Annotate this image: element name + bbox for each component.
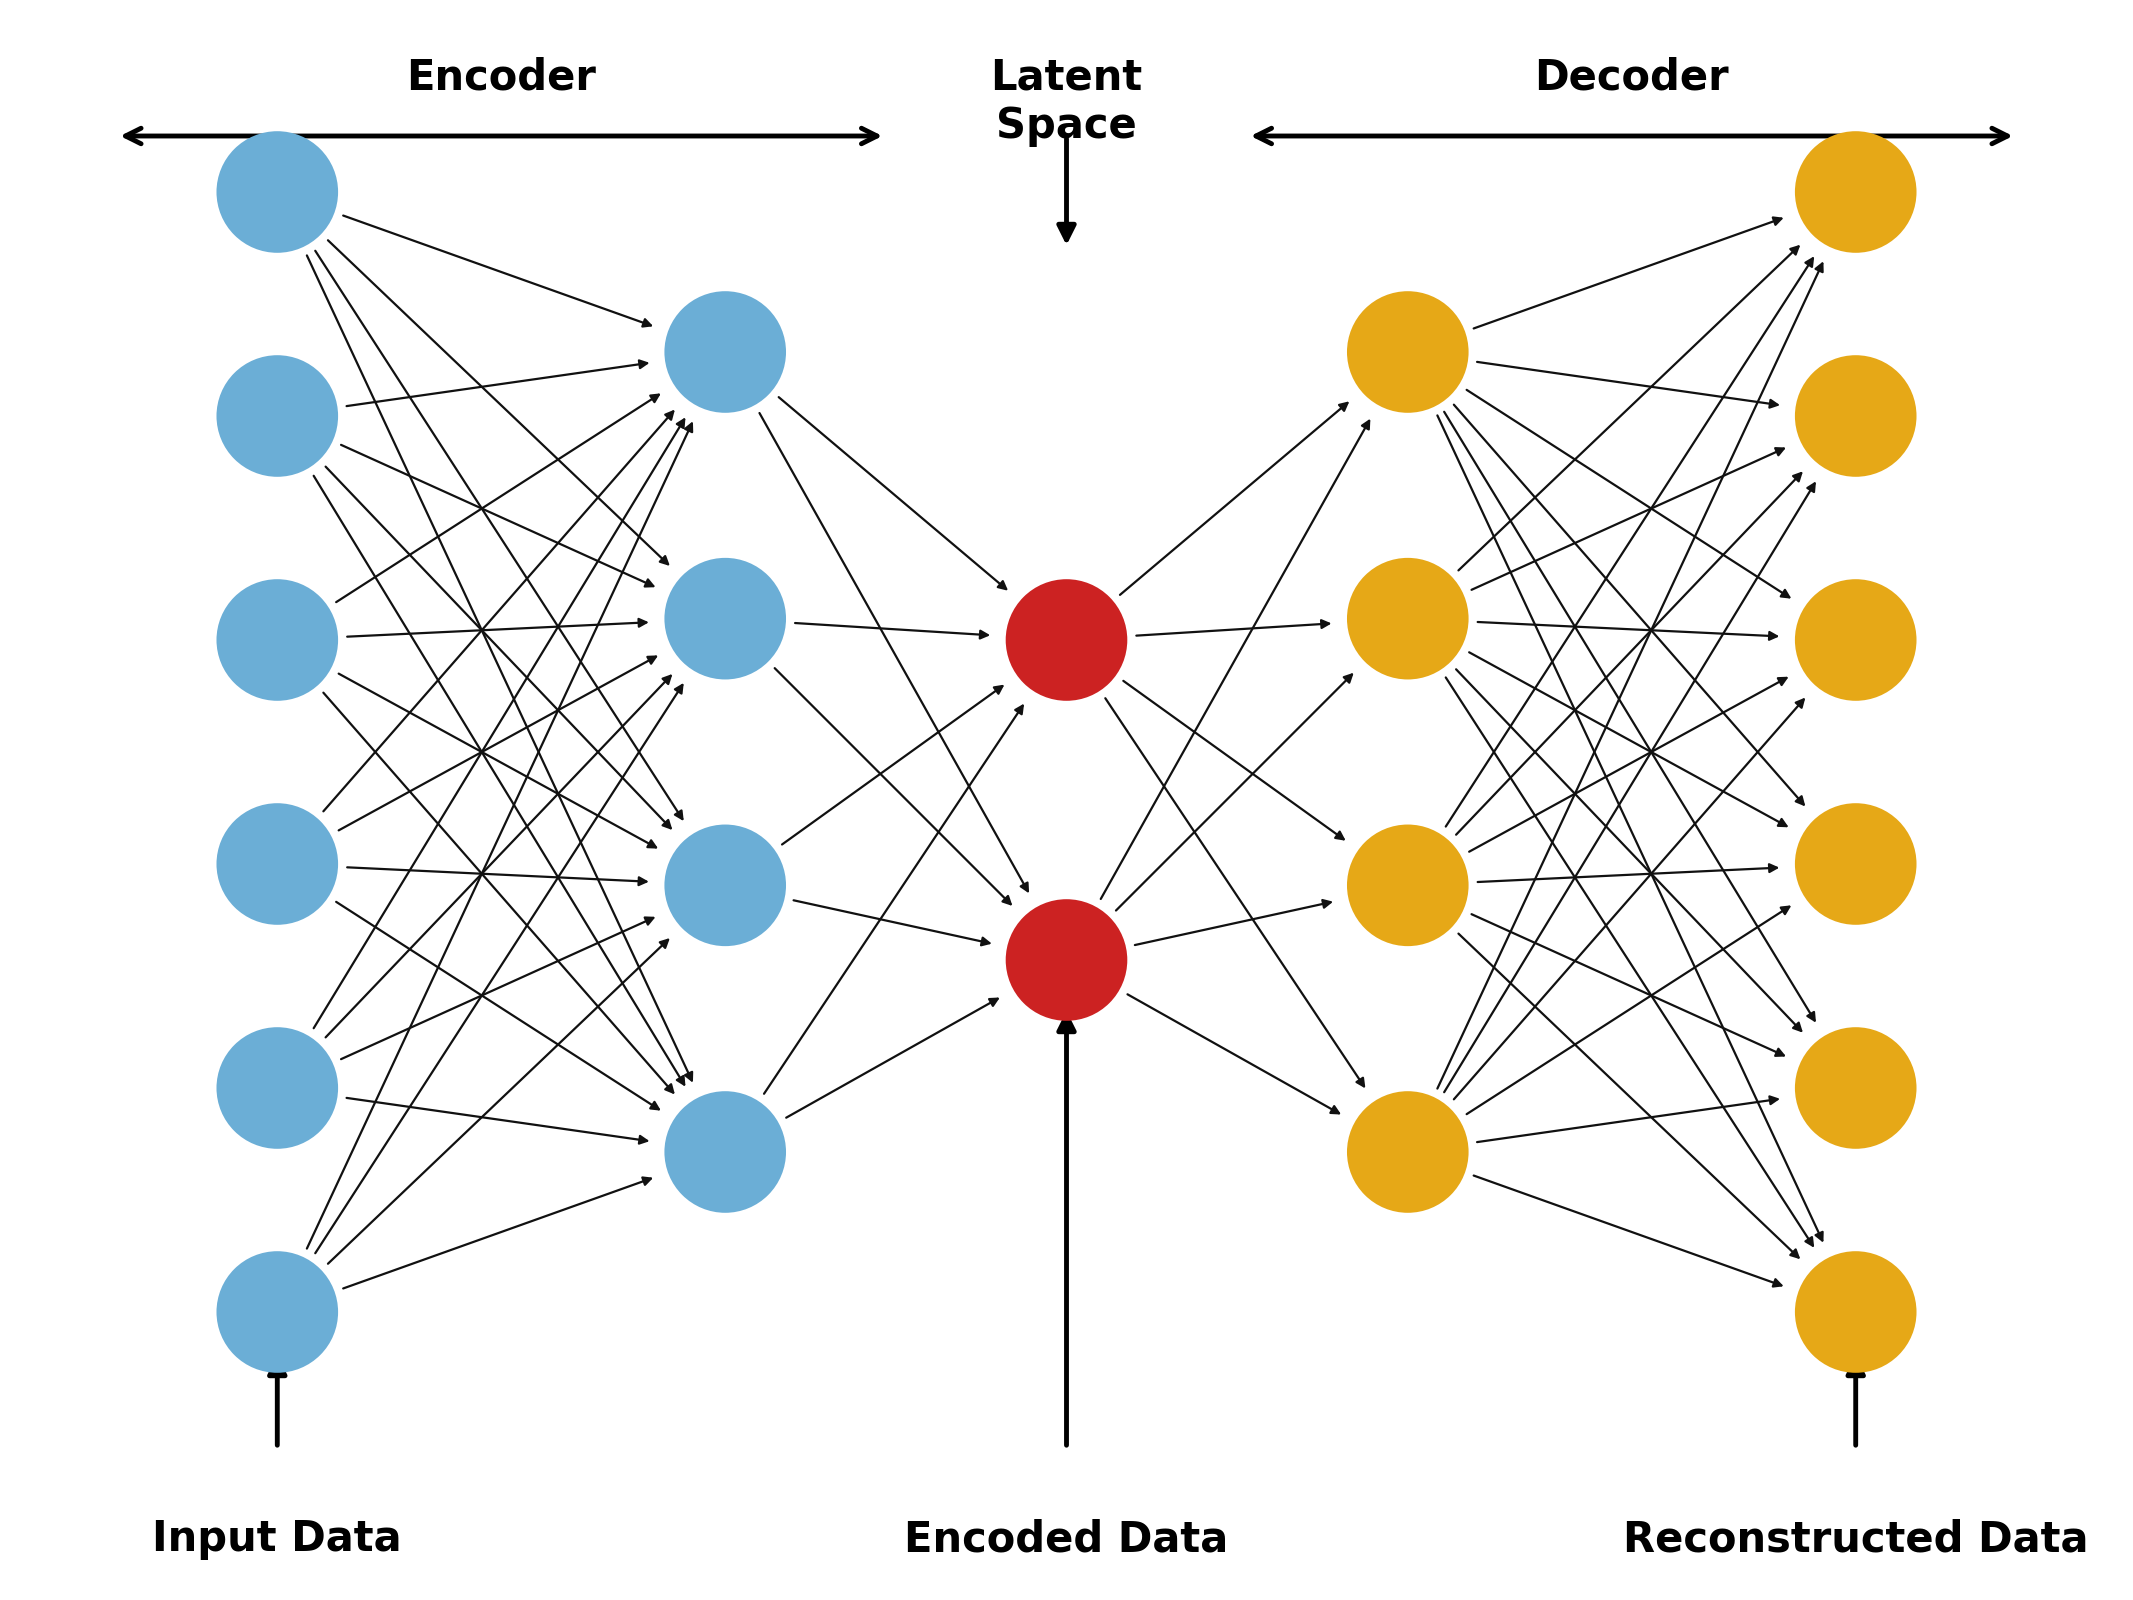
Ellipse shape: [1005, 899, 1128, 1021]
Text: Latent
Space: Latent Space: [990, 56, 1143, 147]
Ellipse shape: [663, 291, 787, 413]
Ellipse shape: [663, 558, 787, 680]
Ellipse shape: [215, 131, 339, 253]
Ellipse shape: [663, 824, 787, 946]
Ellipse shape: [215, 1251, 339, 1373]
Ellipse shape: [1346, 824, 1470, 946]
Ellipse shape: [1346, 291, 1470, 413]
Text: Encoder: Encoder: [405, 56, 597, 98]
Ellipse shape: [1794, 131, 1918, 253]
Text: Input Data: Input Data: [151, 1518, 403, 1560]
Ellipse shape: [1794, 1251, 1918, 1373]
Ellipse shape: [1005, 579, 1128, 701]
Text: Encoded Data: Encoded Data: [904, 1518, 1229, 1560]
Ellipse shape: [1346, 558, 1470, 680]
Ellipse shape: [1794, 579, 1918, 701]
Ellipse shape: [1794, 1027, 1918, 1149]
Ellipse shape: [1794, 803, 1918, 925]
Ellipse shape: [215, 803, 339, 925]
Text: Reconstructed Data: Reconstructed Data: [1623, 1518, 2088, 1560]
Text: Decoder: Decoder: [1534, 56, 1730, 98]
Ellipse shape: [1346, 1091, 1470, 1213]
Ellipse shape: [1794, 355, 1918, 477]
Ellipse shape: [663, 1091, 787, 1213]
Ellipse shape: [215, 1027, 339, 1149]
Ellipse shape: [215, 355, 339, 477]
Ellipse shape: [215, 579, 339, 701]
